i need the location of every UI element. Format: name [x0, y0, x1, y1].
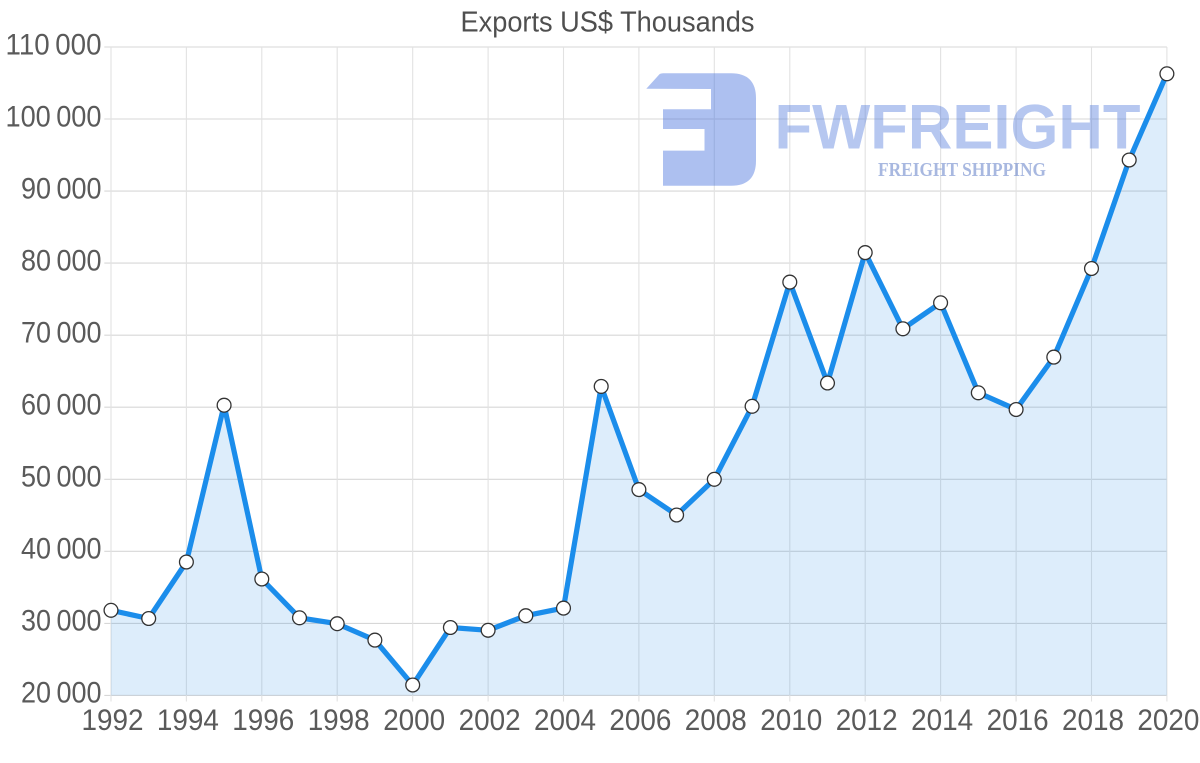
svg-text:2016: 2016 [987, 704, 1049, 737]
svg-text:1996: 1996 [232, 704, 294, 737]
svg-text:FWFREIGHT: FWFREIGHT [775, 92, 1141, 162]
svg-text:2018: 2018 [1062, 704, 1124, 737]
svg-text:2002: 2002 [459, 704, 521, 737]
svg-text:2014: 2014 [911, 704, 973, 737]
svg-text:100 000: 100 000 [6, 100, 102, 133]
svg-text:40 000: 40 000 [21, 533, 102, 566]
svg-text:2020: 2020 [1137, 704, 1199, 737]
svg-text:1994: 1994 [157, 704, 219, 737]
svg-text:110 000: 110 000 [6, 28, 102, 61]
svg-text:2012: 2012 [836, 704, 898, 737]
svg-text:1992: 1992 [82, 704, 144, 737]
svg-text:20 000: 20 000 [21, 677, 102, 710]
svg-text:90 000: 90 000 [21, 172, 102, 205]
svg-text:FREIGHT SHIPPING: FREIGHT SHIPPING [878, 159, 1046, 181]
svg-text:60 000: 60 000 [21, 389, 102, 422]
svg-text:2004: 2004 [534, 704, 596, 737]
svg-text:Exports US$ Thousands: Exports US$ Thousands [461, 7, 755, 39]
svg-text:50 000: 50 000 [21, 461, 102, 494]
svg-text:2000: 2000 [383, 704, 445, 737]
svg-text:80 000: 80 000 [21, 244, 102, 277]
svg-text:30 000: 30 000 [21, 605, 102, 638]
svg-text:2008: 2008 [685, 704, 747, 737]
svg-text:70 000: 70 000 [21, 317, 102, 350]
svg-text:2010: 2010 [760, 704, 822, 737]
svg-text:2006: 2006 [609, 704, 671, 737]
svg-text:1998: 1998 [308, 704, 370, 737]
